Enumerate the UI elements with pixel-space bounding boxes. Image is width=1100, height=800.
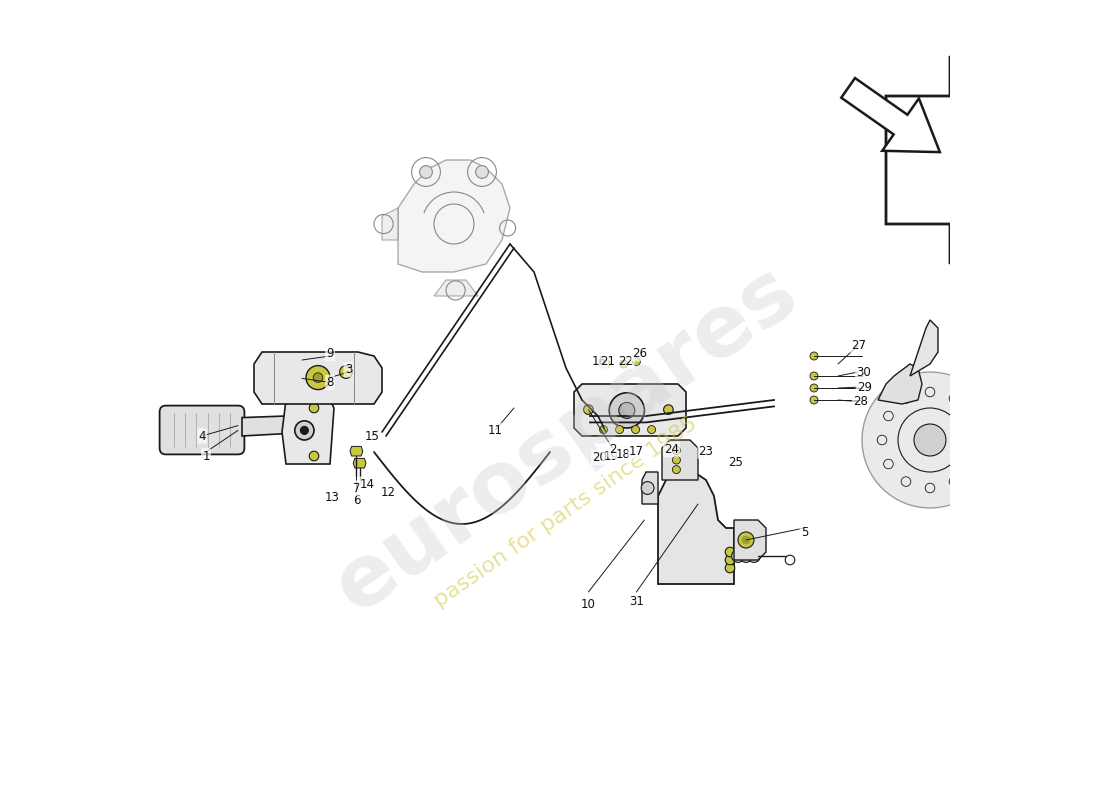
Polygon shape (282, 400, 334, 464)
Polygon shape (642, 472, 658, 504)
Circle shape (738, 532, 754, 548)
Text: 27: 27 (851, 339, 867, 352)
Polygon shape (842, 78, 939, 152)
Circle shape (725, 555, 735, 565)
Text: 10: 10 (581, 598, 596, 610)
Text: 22: 22 (618, 355, 634, 368)
Polygon shape (353, 458, 366, 468)
Text: 4: 4 (198, 430, 206, 442)
Circle shape (419, 166, 432, 178)
Text: 25: 25 (728, 456, 743, 469)
Circle shape (672, 446, 681, 454)
Circle shape (732, 550, 745, 562)
Circle shape (648, 426, 656, 434)
Text: 28: 28 (852, 395, 868, 408)
Text: 18: 18 (616, 448, 631, 461)
Text: 31: 31 (629, 595, 644, 608)
Circle shape (609, 393, 645, 428)
Circle shape (742, 536, 750, 544)
Circle shape (598, 360, 607, 368)
Circle shape (619, 402, 635, 418)
FancyBboxPatch shape (160, 406, 244, 454)
Text: 19: 19 (603, 450, 618, 462)
Text: 30: 30 (856, 366, 871, 378)
Circle shape (914, 424, 946, 456)
Circle shape (631, 426, 639, 434)
Text: eurospares: eurospares (319, 250, 813, 630)
Circle shape (748, 550, 760, 562)
Text: 20: 20 (592, 451, 607, 464)
Text: 1: 1 (202, 450, 210, 462)
Circle shape (672, 456, 681, 464)
Text: 17: 17 (629, 445, 644, 458)
Text: 13: 13 (324, 491, 340, 504)
Polygon shape (398, 160, 510, 272)
Circle shape (584, 405, 593, 414)
Circle shape (602, 360, 610, 368)
Text: 29: 29 (857, 381, 872, 394)
Circle shape (739, 550, 752, 562)
Circle shape (309, 403, 319, 413)
Circle shape (725, 547, 735, 557)
Circle shape (641, 482, 654, 494)
Text: 5: 5 (801, 526, 808, 538)
Text: 15: 15 (365, 430, 380, 442)
Polygon shape (662, 440, 698, 480)
Text: 6: 6 (353, 494, 360, 506)
Circle shape (340, 366, 352, 378)
Circle shape (862, 372, 998, 508)
Text: 23: 23 (698, 445, 714, 458)
Circle shape (300, 426, 308, 434)
Polygon shape (574, 384, 686, 436)
Polygon shape (658, 472, 734, 584)
Polygon shape (878, 364, 922, 404)
Circle shape (810, 352, 818, 360)
Text: 21: 21 (601, 355, 615, 368)
Circle shape (810, 384, 818, 392)
Text: 7: 7 (353, 482, 360, 494)
Polygon shape (886, 56, 1006, 264)
Text: 9: 9 (327, 347, 333, 360)
Polygon shape (382, 208, 398, 240)
Polygon shape (242, 416, 310, 436)
Polygon shape (910, 320, 938, 376)
Circle shape (810, 372, 818, 380)
Circle shape (295, 421, 313, 440)
Text: 26: 26 (632, 347, 647, 360)
Text: 8: 8 (327, 376, 333, 389)
Text: 12: 12 (381, 486, 396, 498)
Text: 2: 2 (608, 443, 616, 456)
Polygon shape (434, 280, 478, 296)
Polygon shape (734, 520, 766, 560)
Circle shape (306, 366, 330, 390)
Polygon shape (254, 352, 382, 404)
Circle shape (725, 563, 735, 573)
Circle shape (672, 466, 681, 474)
Circle shape (632, 358, 640, 366)
Circle shape (475, 166, 488, 178)
Circle shape (663, 405, 673, 414)
Text: 11: 11 (488, 424, 503, 437)
Circle shape (810, 396, 818, 404)
Text: 3: 3 (344, 363, 352, 376)
Text: 14: 14 (360, 478, 375, 490)
Circle shape (600, 426, 607, 434)
Text: passion for parts since 1985: passion for parts since 1985 (431, 413, 701, 611)
Circle shape (619, 360, 628, 368)
Circle shape (314, 373, 322, 382)
Text: 24: 24 (664, 443, 679, 456)
Text: 16: 16 (592, 355, 607, 368)
Circle shape (616, 426, 624, 434)
Circle shape (309, 451, 319, 461)
Polygon shape (350, 446, 363, 456)
